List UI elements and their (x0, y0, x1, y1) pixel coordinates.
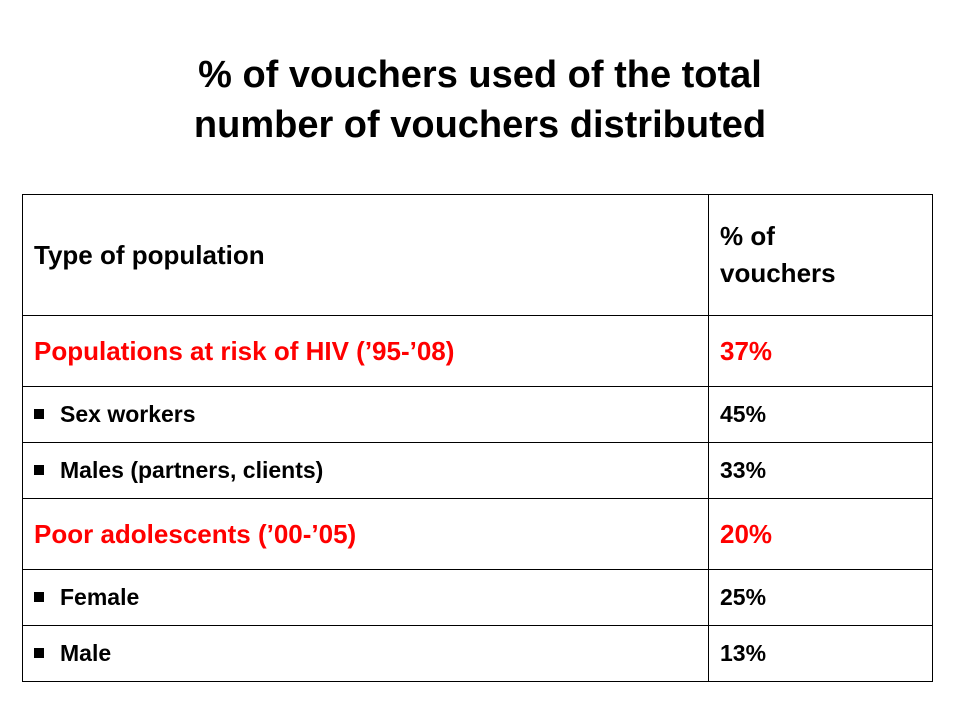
square-bullet-icon (34, 647, 44, 658)
table-row-sub: Sex workers 45% (22, 386, 933, 443)
row-label: Female (60, 584, 140, 610)
header-percent-line-2: vouchers (720, 258, 836, 288)
row-value: 37% (708, 315, 933, 387)
table-row-group: Populations at risk of HIV (’95-’08) 37% (22, 315, 933, 387)
slide-title-line-2: number of vouchers distributed (193, 104, 767, 146)
square-bullet-icon (34, 591, 44, 602)
row-label-cell: Male (22, 625, 709, 682)
table-row-sub: Males (partners, clients) 33% (22, 442, 933, 499)
row-value: 20% (708, 498, 933, 570)
row-value: 45% (708, 386, 933, 443)
row-label: Males (partners, clients) (60, 457, 324, 483)
row-label: Sex workers (60, 401, 196, 427)
row-value: 13% (708, 625, 933, 682)
table-row-sub: Female 25% (22, 569, 933, 626)
row-label-cell: Males (partners, clients) (22, 442, 709, 499)
voucher-table: Type of population % of vouchers Populat… (22, 194, 933, 682)
table-header-row: Type of population % of vouchers (22, 194, 933, 316)
row-label-cell: Sex workers (22, 386, 709, 443)
header-percent-line-1: % of (720, 221, 775, 251)
slide-title: % of vouchers used of the total number o… (40, 50, 920, 150)
table-row-group: Poor adolescents (’00-’05) 20% (22, 498, 933, 570)
header-cell-population-type: Type of population (22, 194, 709, 316)
row-label: Male (60, 640, 112, 666)
square-bullet-icon (34, 408, 44, 419)
table-row-sub: Male 13% (22, 625, 933, 682)
row-label: Poor adolescents (’00-’05) (22, 498, 709, 570)
row-label: Populations at risk of HIV (’95-’08) (22, 315, 709, 387)
square-bullet-icon (34, 464, 44, 475)
row-value: 33% (708, 442, 933, 499)
header-cell-percent: % of vouchers (708, 194, 933, 316)
slide-title-line-1: % of vouchers used of the total (198, 54, 762, 96)
row-value: 25% (708, 569, 933, 626)
row-label-cell: Female (22, 569, 709, 626)
